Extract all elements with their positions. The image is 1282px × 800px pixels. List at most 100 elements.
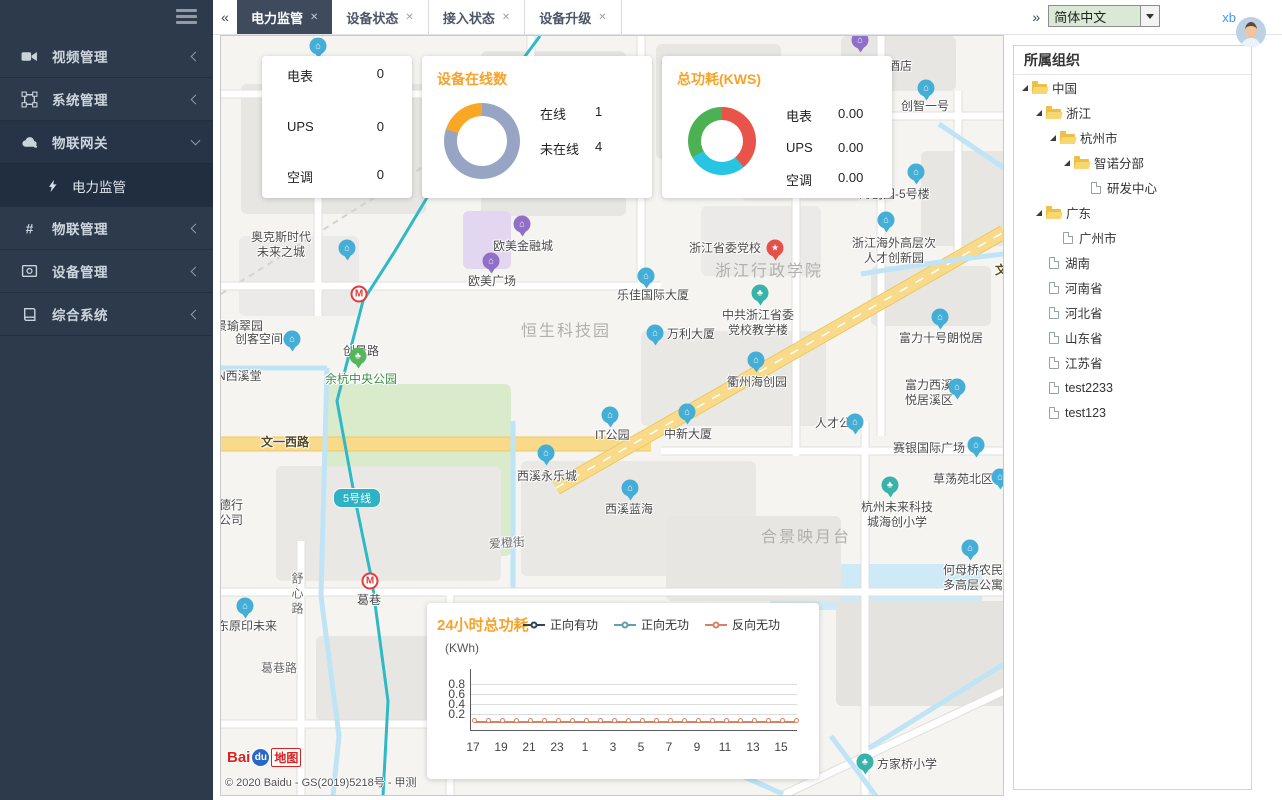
card-title: 总功耗(KWS) <box>677 71 761 87</box>
sidebar-subitem[interactable]: 电力监管 <box>0 164 213 207</box>
map-label: 衢州海创园 <box>727 375 788 389</box>
gridline <box>471 694 797 695</box>
sidebar-item[interactable]: # 物联管理 <box>0 207 213 250</box>
tree-node-label: 湖南 <box>1065 257 1091 271</box>
tree-node-test2233[interactable]: test2233 <box>1014 375 1251 400</box>
camera-icon <box>21 48 38 65</box>
tabs-overflow-button[interactable]: » <box>1024 0 1049 34</box>
chevron-down-icon[interactable] <box>1140 6 1160 26</box>
legend-label: 电表 <box>786 109 813 124</box>
hourly-power-chart-card: 24小时总功耗 正向有功 正向无功 反向无功 (KWh) 0.8 0.6 0.4 0.2 … <box>427 603 819 779</box>
sidebar-item[interactable]: 视频管理 <box>0 35 213 78</box>
data-point-marker <box>597 718 603 723</box>
building-pin-icon: ⌂ <box>954 381 960 392</box>
x-axis-tick: 15 <box>774 740 788 754</box>
sidebar-item[interactable]: 综合系统 <box>0 293 213 336</box>
map-pin-building: ⌂ <box>961 539 979 557</box>
stat-label: 空调 <box>287 170 314 185</box>
map-label: 杭州未来科技 城海创小学 <box>860 500 933 529</box>
map-label: 酒店 <box>888 59 913 73</box>
tab[interactable]: 设备升级 ✕ <box>525 0 622 34</box>
tab-close-icon[interactable]: ✕ <box>310 11 319 23</box>
map-pin-school: ♣ <box>751 284 769 302</box>
tree-node-浙江[interactable]: 浙江 <box>1014 100 1251 125</box>
tab-close-icon[interactable]: ✕ <box>598 11 607 23</box>
tree-node-广东[interactable]: 广东 <box>1014 200 1251 225</box>
tab-close-icon[interactable]: ✕ <box>405 11 414 23</box>
chart-legend-item[interactable]: 正向有功 <box>523 616 598 633</box>
tree-node-label: test2233 <box>1065 380 1113 395</box>
file-icon <box>1063 231 1073 244</box>
map-pin-shop: ⌂ <box>482 252 500 270</box>
tab[interactable]: 设备状态 ✕ <box>332 0 429 34</box>
stat-label: 电表 <box>287 69 314 84</box>
map-label: 浙江海外高层次 人才创新园 <box>851 236 936 265</box>
data-point-marker <box>625 718 631 723</box>
x-axis-tick: 17 <box>466 740 480 754</box>
organization-tree: 中国浙江杭州市 智诺分部 研发中心 广东 广州市湖南河南省 河北省 山东省 江苏省 test22… <box>1014 75 1251 425</box>
tabs-collapse-button[interactable]: « <box>213 0 237 34</box>
map-label: 合景映月台 <box>761 529 852 546</box>
x-axis-tick: 9 <box>693 740 701 754</box>
map-label: 文一西路 <box>261 435 310 449</box>
menu-toggle-icon[interactable] <box>176 9 197 25</box>
tree-node-山东省[interactable]: 山东省 <box>1014 325 1251 350</box>
tab-close-icon[interactable]: ✕ <box>501 11 511 23</box>
tree-expand-icon[interactable] <box>1036 209 1042 216</box>
data-point-marker <box>681 718 687 723</box>
map-pin-shop: ⌂ <box>513 215 531 233</box>
building-pin-icon: ⌂ <box>937 311 943 322</box>
chart-series-name: 反向无功 <box>732 618 781 632</box>
map-panel[interactable]: 奥克斯时代 未来之城欧美金融城欧美广场景瑜翠园创景路创客空间N西溪堂余杭中央公园… <box>220 35 1004 796</box>
tabbar-spacer <box>622 0 1025 34</box>
baidu-logo-circle: du <box>251 748 271 767</box>
building-pin-icon: ⌂ <box>973 439 979 450</box>
tab[interactable]: 接入状态 ✕ <box>428 0 526 34</box>
tree-node-研发中心[interactable]: 研发中心 <box>1014 175 1251 200</box>
metro-station-icon: M <box>361 572 379 590</box>
user-avatar[interactable] <box>1236 17 1266 47</box>
map-pin-building: ⌂ <box>637 267 655 285</box>
map-label: 葛巷 <box>357 593 382 607</box>
online-legend: 在线 1 未在线 4 <box>540 104 602 158</box>
file-icon <box>1049 381 1059 394</box>
sidebar-top <box>0 0 213 35</box>
x-axis-tick: 13 <box>746 740 760 754</box>
main-content: 奥克斯时代 未来之城欧美金融城欧美广场景瑜翠园创景路创客空间N西溪堂余杭中央公园… <box>213 35 1282 800</box>
sidebar-item-label: 综合系统 <box>52 308 108 323</box>
tree-node-中国[interactable]: 中国 <box>1014 75 1251 100</box>
tab[interactable]: 电力监管 ✕ <box>237 0 333 34</box>
tree-expand-icon[interactable] <box>1022 84 1028 91</box>
sidebar-item[interactable]: 系统管理 <box>0 78 213 121</box>
map-label: 欧美金融城 <box>493 239 554 253</box>
map-label: 中新大厦 <box>664 427 713 441</box>
tree-node-广州市[interactable]: 广州市 <box>1014 225 1251 250</box>
tree-node-杭州市[interactable]: 杭州市 <box>1014 125 1251 150</box>
tree-node-label: 浙江 <box>1066 107 1092 121</box>
chart-legend-item[interactable]: 反向无功 <box>705 616 780 633</box>
tree-node-智诺分部[interactable]: 智诺分部 <box>1014 150 1251 175</box>
tree-expand-icon[interactable] <box>1036 109 1042 116</box>
system-icon <box>21 91 38 108</box>
tree-node-湖南[interactable]: 湖南 <box>1014 250 1251 275</box>
tree-expand-icon[interactable] <box>1064 159 1070 166</box>
sidebar-item[interactable]: 物联网关 <box>0 121 213 164</box>
sidebar-item-label: 系统管理 <box>52 93 108 108</box>
legend-row: 空调 0.00 <box>786 170 863 189</box>
chart-legend-item[interactable]: 正向无功 <box>614 616 689 633</box>
tab-label: 接入状态 <box>442 10 495 26</box>
tree-expand-icon[interactable] <box>1050 134 1056 141</box>
tree-node-河南省[interactable]: 河南省 <box>1014 275 1251 300</box>
data-line <box>474 721 795 723</box>
tree-node-河北省[interactable]: 河北省 <box>1014 300 1251 325</box>
tree-node-test123[interactable]: test123 <box>1014 400 1251 425</box>
sidebar-item[interactable]: 设备管理 <box>0 250 213 293</box>
map-label: 葛巷路 <box>261 661 298 675</box>
chart-title: 24小时总功耗 <box>437 617 529 634</box>
tree-node-江苏省[interactable]: 江苏省 <box>1014 350 1251 375</box>
gridline <box>471 704 797 705</box>
username-link[interactable]: xb <box>1222 9 1236 25</box>
map-label: 万利大厦 <box>667 327 716 341</box>
language-select[interactable]: 简体中文 <box>1048 5 1161 27</box>
